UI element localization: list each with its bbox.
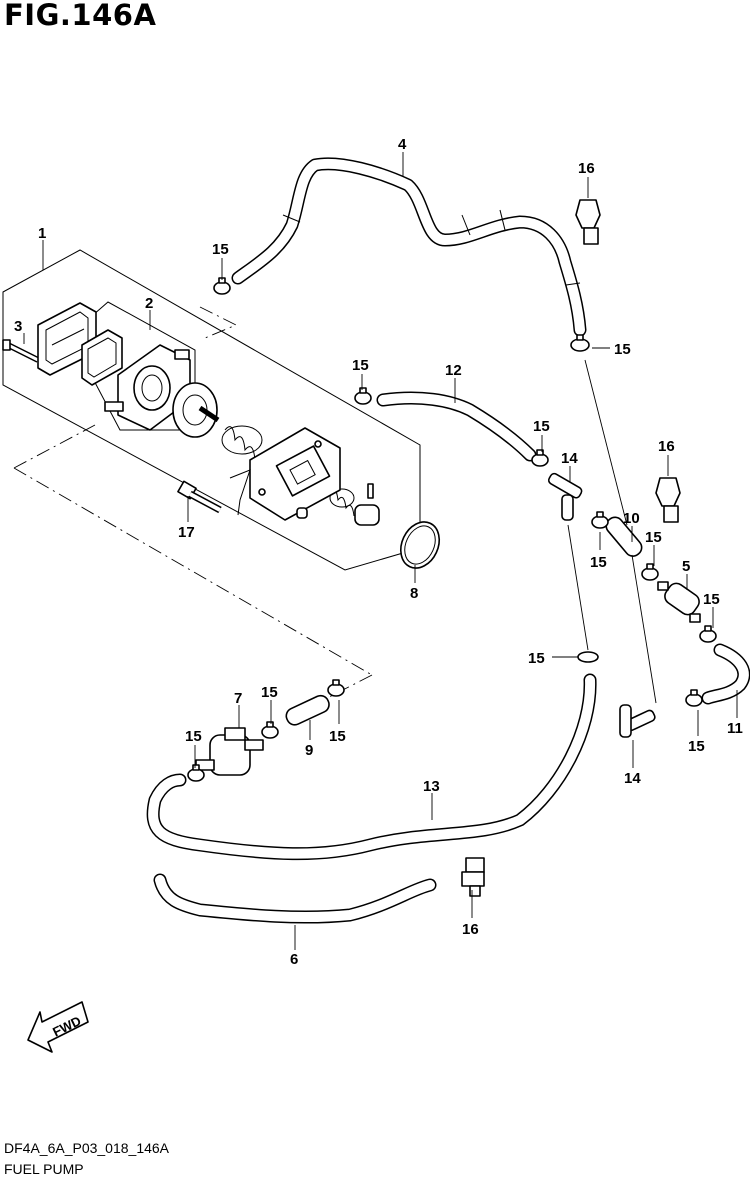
o-ring-8	[399, 521, 441, 569]
callout-8: 8	[410, 585, 418, 602]
routing-lines	[567, 359, 657, 704]
callout-3: 3	[14, 318, 22, 335]
callout-15: 15	[590, 554, 607, 571]
clamps-15	[187, 277, 717, 782]
callout-5: 5	[682, 558, 690, 575]
callout-15: 15	[185, 728, 202, 745]
hose-12	[376, 391, 537, 462]
fuel-filter-7	[195, 727, 264, 776]
callout-14-upper: 14	[561, 450, 578, 467]
pump-lower-cover	[229, 427, 341, 521]
callout-14-lower: 14	[624, 770, 641, 787]
clips-16	[461, 199, 681, 897]
check-valve	[296, 483, 380, 526]
callout-17: 17	[178, 524, 195, 541]
callout-1: 1	[38, 225, 46, 242]
diaphragm	[172, 382, 220, 438]
callout-16: 16	[462, 921, 479, 938]
hose-4	[231, 157, 587, 337]
callout-15: 15	[614, 341, 631, 358]
callout-12: 12	[445, 362, 462, 379]
hose-10	[605, 516, 643, 557]
figure-code: DF4A_6A_P03_018_146A	[4, 1140, 170, 1156]
callout-16: 16	[658, 438, 675, 455]
callout-4: 4	[398, 136, 407, 153]
hose-11	[701, 643, 750, 705]
callout-2: 2	[145, 295, 153, 312]
fuel-filter-5	[657, 581, 701, 623]
callout-15: 15	[703, 591, 720, 608]
hose-13	[146, 673, 597, 861]
figure-title: FIG.146A	[4, 0, 157, 32]
callout-16: 16	[578, 160, 595, 177]
gasket-2	[81, 329, 123, 386]
callout-15: 15	[212, 241, 229, 258]
callout-15: 15	[528, 650, 545, 667]
callout-6: 6	[290, 951, 298, 968]
leader-lines	[23, 152, 738, 950]
callout-9: 9	[305, 742, 313, 759]
callout-10: 10	[623, 510, 640, 527]
callout-15: 15	[352, 357, 369, 374]
hose-6	[153, 873, 437, 924]
figure-name: FUEL PUMP	[4, 1161, 84, 1177]
bolt-17	[177, 480, 222, 514]
callout-numbers: 1 2 3 4 5 6 7 8 9 10 11 12 13 14 14 15 1…	[14, 136, 743, 968]
callout-7: 7	[234, 690, 242, 707]
callout-15: 15	[533, 418, 550, 435]
fwd-arrow-icon: FWD	[27, 1001, 89, 1053]
hose-9	[285, 694, 330, 726]
callout-15: 15	[261, 684, 278, 701]
callout-15: 15	[329, 728, 346, 745]
t-joint-14-upper	[547, 472, 583, 521]
callout-13: 13	[423, 778, 440, 795]
t-joint-14-lower	[619, 704, 656, 738]
bolt-3	[2, 339, 40, 363]
callout-15: 15	[645, 529, 662, 546]
callout-15: 15	[688, 738, 705, 755]
callout-11: 11	[727, 720, 743, 737]
